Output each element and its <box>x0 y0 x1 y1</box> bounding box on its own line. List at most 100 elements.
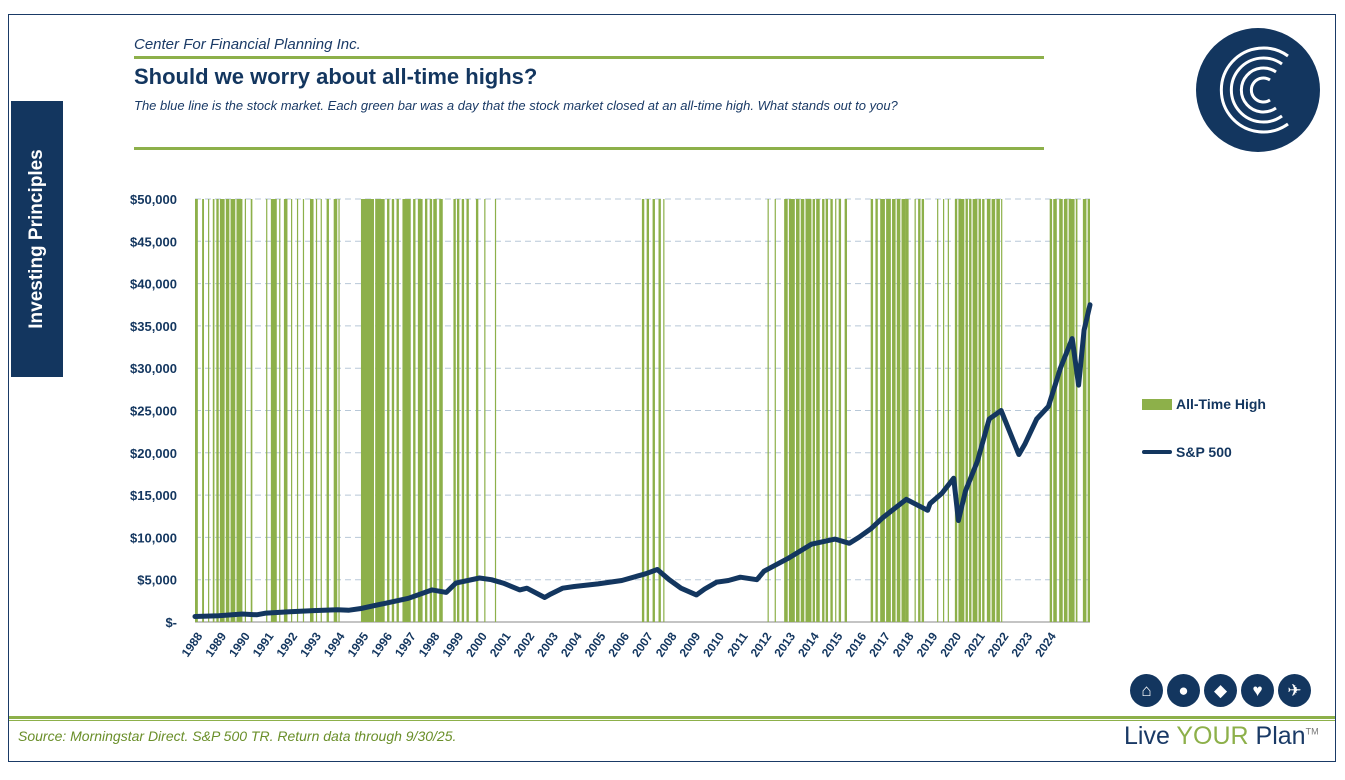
ath-bar <box>986 199 991 622</box>
ath-bar <box>969 199 972 622</box>
company-logo <box>1196 28 1320 157</box>
ath-bar <box>663 199 665 622</box>
x-tick-label: 2023 <box>1008 629 1035 659</box>
ath-bar <box>279 199 281 622</box>
ath-bar <box>270 199 277 622</box>
x-tick-label: 2012 <box>748 629 775 659</box>
ath-bar <box>283 199 288 622</box>
ath-bar <box>972 199 978 622</box>
ath-bar <box>296 199 299 622</box>
x-tick-label: 1999 <box>439 629 466 659</box>
ath-bar <box>1049 199 1053 622</box>
ath-bar <box>396 199 399 622</box>
ath-bar <box>250 199 253 622</box>
ath-bar <box>333 199 338 622</box>
y-tick-label: $15,000 <box>130 488 177 503</box>
ath-bar <box>456 199 460 622</box>
ath-bar <box>230 199 236 622</box>
y-tick-label: $35,000 <box>130 319 177 334</box>
x-tick-label: 1991 <box>250 629 277 659</box>
x-tick-label: 1992 <box>274 629 301 659</box>
ath-bar <box>896 199 901 622</box>
y-tick-label: $45,000 <box>130 234 177 249</box>
x-tick-label: 2004 <box>558 629 585 659</box>
ath-bar <box>767 199 769 622</box>
side-tab-label: Investing Principles <box>26 149 47 329</box>
ath-bar <box>1087 199 1090 622</box>
ath-bar <box>886 199 891 622</box>
ath-bar <box>266 199 268 622</box>
x-tick-label: 1996 <box>368 629 395 659</box>
slide-frame <box>8 14 1336 762</box>
ath-bar <box>244 199 246 622</box>
footer-rule-thin <box>9 720 1335 721</box>
ath-bar <box>315 199 318 622</box>
x-tick-label: 1988 <box>179 629 206 659</box>
company-name: Center For Financial Planning Inc. <box>134 36 361 53</box>
ath-bar <box>892 199 896 622</box>
ath-bar <box>413 199 416 622</box>
x-tick-label: 2019 <box>914 629 941 659</box>
ath-bar <box>822 199 825 622</box>
header-rule-bottom <box>134 147 1044 150</box>
y-tick-label: $25,000 <box>130 404 177 419</box>
legend-label-sp500: S&P 500 <box>1176 444 1232 460</box>
piggy-bank-icon: ● <box>1167 674 1200 707</box>
ath-bar <box>788 199 795 622</box>
ath-bar <box>812 199 815 622</box>
ath-bar <box>918 199 921 622</box>
y-tick-label: $30,000 <box>130 361 177 376</box>
ath-bar <box>195 199 198 622</box>
chart-legend: All-Time High S&P 500 <box>1142 394 1266 490</box>
x-tick-label: 2006 <box>605 629 632 659</box>
y-tick-label: $- <box>165 615 177 630</box>
ath-bar <box>1053 199 1057 622</box>
ath-bar <box>387 199 390 622</box>
ath-bar <box>905 199 909 622</box>
y-tick-label: $50,000 <box>130 192 177 207</box>
x-tick-label: 2020 <box>937 629 964 659</box>
x-tick-label: 2002 <box>511 629 538 659</box>
x-tick-label: 2017 <box>866 629 893 659</box>
ath-bar <box>219 199 225 622</box>
ath-bar <box>225 199 230 622</box>
ath-bar <box>461 199 465 622</box>
ath-bar <box>236 199 243 622</box>
airplane-icon: ✈ <box>1278 674 1311 707</box>
x-tick-label: 2010 <box>700 629 727 659</box>
x-tick-label: 1997 <box>392 629 419 659</box>
ath-bar <box>439 199 443 622</box>
ath-bar <box>1068 199 1075 622</box>
ath-bar <box>417 199 423 622</box>
ath-bar <box>1059 199 1063 622</box>
x-tick-label: 1993 <box>297 629 324 659</box>
ath-bar <box>302 199 305 622</box>
x-tick-label: 2008 <box>653 629 680 659</box>
y-tick-label: $40,000 <box>130 277 177 292</box>
ath-bar <box>991 199 996 622</box>
ath-bar <box>901 199 906 622</box>
x-tick-label: 2022 <box>985 629 1012 659</box>
icon-row: ⌂ ● ◆ ♥ ✈ <box>1130 674 1311 707</box>
ath-bar <box>453 199 456 622</box>
chart-area: $- $5,000 $10,000 $15,000 $20,000 $25,000 $30,… <box>60 180 1100 675</box>
source-note: Source: Morningstar Direct. S&P 500 TR. … <box>18 728 457 744</box>
ath-bar <box>484 199 486 622</box>
ath-bar <box>825 199 829 622</box>
ath-bar <box>320 199 322 622</box>
ath-bar <box>830 199 833 622</box>
ath-bar <box>982 199 985 622</box>
brand-tagline: Live YOUR PlanTM <box>1124 722 1319 751</box>
x-tick-label: 2005 <box>582 629 609 659</box>
legend-label-ath: All-Time High <box>1176 396 1266 412</box>
ath-bar <box>937 199 939 622</box>
ath-bar <box>844 199 847 622</box>
x-tick-label: 1994 <box>321 629 348 659</box>
ath-bar <box>958 199 965 622</box>
brand-tm: TM <box>1305 726 1319 737</box>
ath-bar <box>494 199 497 622</box>
ath-bar <box>838 199 842 622</box>
legend-item-ath: All-Time High <box>1142 394 1266 414</box>
footer-rule <box>9 716 1335 719</box>
ath-bar <box>216 199 219 622</box>
